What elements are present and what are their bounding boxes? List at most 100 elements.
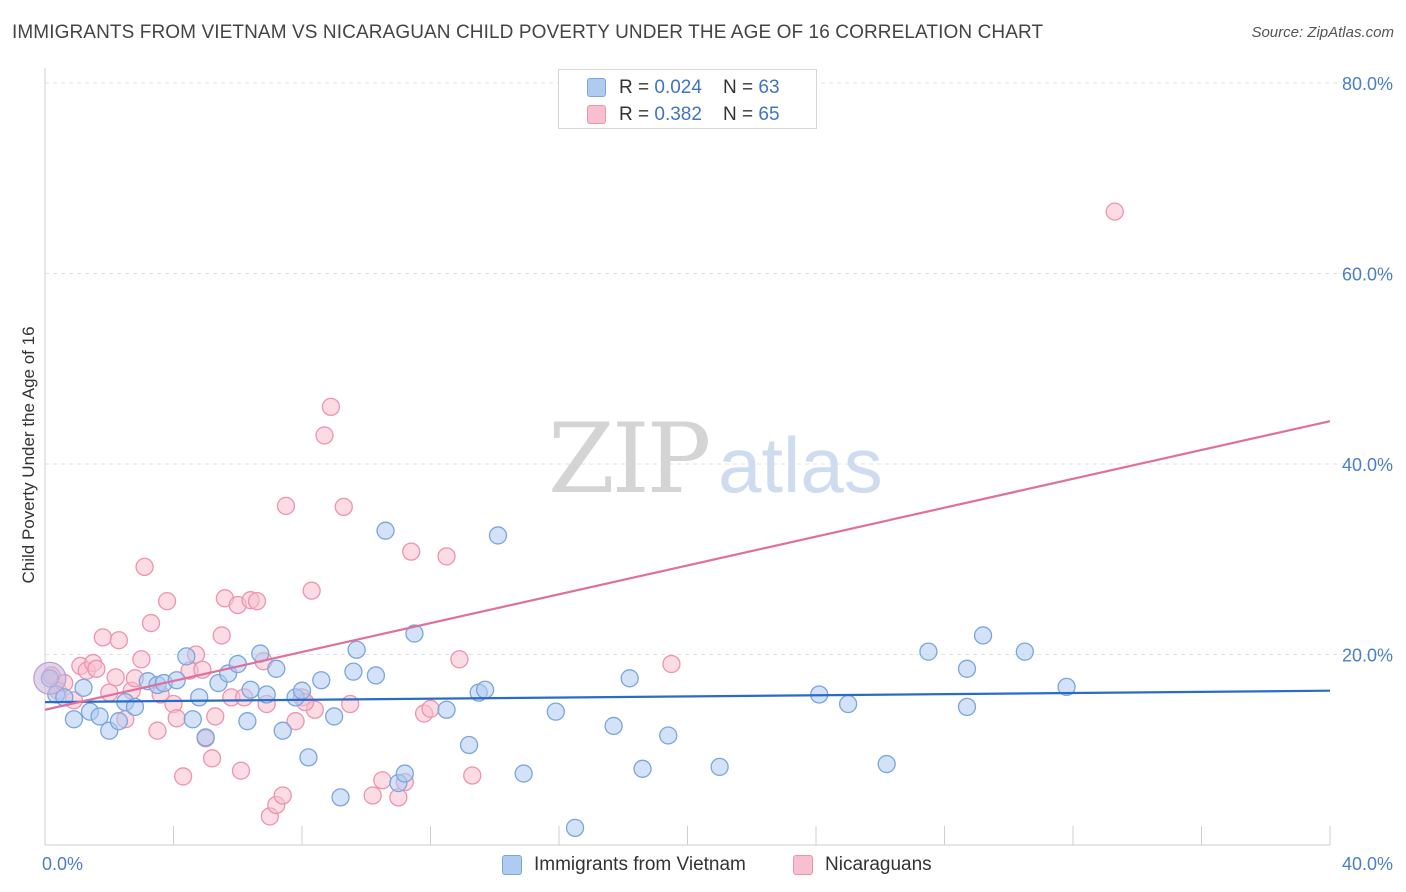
vietnam-trend-line xyxy=(44,689,1331,704)
vietnam-point-34 xyxy=(344,662,363,681)
legend-swatch-nicaraguans xyxy=(793,855,813,875)
nicaraguans-point-28 xyxy=(202,749,222,768)
y-tick-label-40: 40.0% xyxy=(1342,455,1393,475)
nicaraguans-point-18 xyxy=(148,721,167,740)
vietnam-point-30 xyxy=(299,748,318,767)
vietnam-point-44 xyxy=(475,680,495,699)
gridlines xyxy=(45,82,1392,655)
legend-swatch-vietnam xyxy=(502,855,522,875)
axes xyxy=(44,68,1331,846)
nicaraguans-point-43 xyxy=(276,496,296,516)
y-tick-label-60: 60.0% xyxy=(1342,265,1393,285)
nicaraguans-point-15 xyxy=(132,650,151,669)
vietnam-point-17 xyxy=(190,688,209,707)
vietnam-point-10 xyxy=(125,697,145,717)
n-value-vietnam: 63 xyxy=(758,77,780,98)
nicaraguans-point-49 xyxy=(321,397,341,417)
vietnam-point-16 xyxy=(183,710,202,729)
nicaraguans-point-37 xyxy=(247,592,267,611)
vietnam-point-27 xyxy=(273,721,292,740)
vietnam-point-4 xyxy=(74,678,93,697)
vietnam-point-39 xyxy=(395,764,414,783)
vietnam-point-22 xyxy=(238,712,257,731)
vietnam-point-23 xyxy=(241,680,260,699)
watermark: ZIP atlas xyxy=(548,403,883,515)
vietnam-point-56 xyxy=(877,754,896,774)
vietnam-point-50 xyxy=(620,669,639,688)
vietnam-point-48 xyxy=(565,818,585,838)
trend-lines xyxy=(44,420,1331,711)
vietnam-point-58 xyxy=(957,659,977,678)
x-tick-label-min: 0.0% xyxy=(42,854,83,874)
nicaraguans-point-11 xyxy=(109,631,129,650)
vietnam-point-53 xyxy=(710,757,729,777)
nicaraguans-point-58 xyxy=(421,699,440,718)
r-value-nicaraguans: 0.382 xyxy=(654,104,702,125)
nicaraguans-point-62 xyxy=(662,654,681,674)
legend-row-nicaraguans-text: R = 0.382 N = 65 xyxy=(619,104,780,126)
tick-labels: 20.0% 40.0% 60.0% 80.0% 0.0% 40.0% Child Pover… xyxy=(19,74,1393,874)
vietnam-point-55 xyxy=(838,694,858,714)
vietnam-point-35 xyxy=(347,640,366,659)
nicaraguans-point-16 xyxy=(135,557,154,577)
legend-swatch-pink xyxy=(587,105,606,124)
nicaraguans-point-7 xyxy=(87,659,106,678)
chart-title: IMMIGRANTS FROM VIETNAM VS NICARAGUAN CH… xyxy=(12,22,1044,43)
nicaraguans-point-8 xyxy=(93,628,112,647)
vietnam-point-61 xyxy=(1015,642,1034,661)
r-label-nicaraguans: R = xyxy=(619,104,655,125)
nicaraguans-point-23 xyxy=(173,767,193,786)
legend-label-nicaraguans: Nicaraguans xyxy=(825,854,932,875)
vietnam-points xyxy=(33,521,1076,838)
vietnam-point-36 xyxy=(366,666,386,685)
vietnam-point-29 xyxy=(292,681,312,700)
nicaraguans-point-30 xyxy=(212,626,231,645)
nicaraguans-point-10 xyxy=(106,668,125,687)
nicaraguans-point-44 xyxy=(286,712,305,731)
nicaraguans-point-34 xyxy=(231,761,251,780)
vietnam-point-51 xyxy=(633,759,652,778)
nicaraguans-point-46 xyxy=(302,581,321,600)
vietnam-point-40 xyxy=(405,624,424,643)
nicaraguans-point-42 xyxy=(273,786,292,805)
nicaraguans-point-52 xyxy=(363,786,382,805)
r-value-vietnam: 0.024 xyxy=(654,77,702,98)
nicaraguans-point-61 xyxy=(463,766,482,785)
vietnam-point-26 xyxy=(267,659,286,678)
nicaraguans-point-29 xyxy=(206,707,225,726)
y-tick-label-20: 20.0% xyxy=(1342,646,1393,666)
y-axis-label: Child Poverty Under the Age of 16 xyxy=(19,326,38,583)
nicaraguans-point-53 xyxy=(373,771,392,790)
vietnam-point-59 xyxy=(957,697,977,717)
vietnam-point-32 xyxy=(324,707,344,726)
vietnam-point-41 xyxy=(437,700,456,719)
vietnam-point-37 xyxy=(376,521,395,540)
nicaraguans-point-17 xyxy=(141,613,161,633)
n-label-nicaraguans: N = xyxy=(723,104,759,125)
nicaraguans-point-20 xyxy=(157,592,177,611)
vietnam-point-6 xyxy=(90,707,109,726)
nicaraguans-point-22 xyxy=(167,709,186,728)
vietnam-point-31 xyxy=(312,671,331,690)
nicaraguans-trend-line xyxy=(44,420,1331,711)
vietnam-point-18 xyxy=(196,728,215,747)
legend-label-vietnam: Immigrants from Vietnam xyxy=(534,854,746,875)
nicaraguans-point-59 xyxy=(437,547,456,566)
vietnam-point-47 xyxy=(546,702,565,721)
y-tick-label-80: 80.0% xyxy=(1342,74,1393,94)
vietnam-point-25 xyxy=(257,685,276,704)
legend-row-vietnam-text: R = 0.024 N = 63 xyxy=(619,77,780,99)
nicaraguans-point-50 xyxy=(334,497,353,517)
vietnam-point-57 xyxy=(919,642,938,661)
r-label-vietnam: R = xyxy=(619,77,655,98)
watermark-atlas: atlas xyxy=(718,421,883,509)
vietnam-point-45 xyxy=(488,526,508,545)
vietnam-point-33 xyxy=(331,788,350,807)
n-value-nicaraguans: 65 xyxy=(758,104,780,125)
watermark-zip: ZIP xyxy=(548,403,709,515)
series-legend: Immigrants from Vietnam Nicaraguans xyxy=(0,850,1406,880)
vietnam-point-60 xyxy=(973,626,993,645)
nicaraguans-point-63 xyxy=(1105,202,1124,221)
vietnam-point-46 xyxy=(514,764,533,783)
